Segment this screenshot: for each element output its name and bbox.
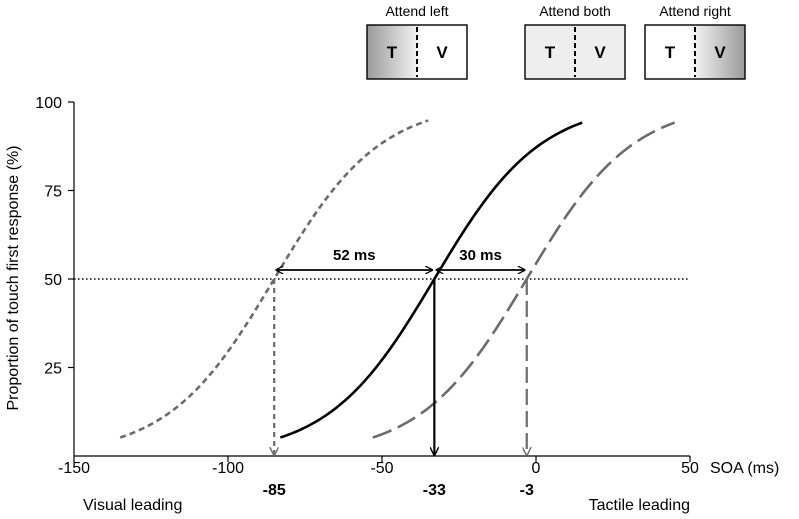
difference-arrows: 52 ms 30 ms [276, 247, 525, 270]
condition-icon-title: Attend left [385, 3, 448, 19]
condition-icon-frame [524, 24, 626, 80]
condition-icon-letter-v: V [714, 43, 726, 62]
curves [119, 119, 676, 439]
pse-label: -33 [423, 482, 446, 499]
curve-attend-left [119, 119, 429, 439]
condition-icon-title: Attend right [659, 3, 731, 19]
condition-icon-letter-v: V [594, 43, 606, 62]
condition-icon-attend-both: Attend both T V [524, 3, 626, 80]
condition-icon-title: Attend both [539, 3, 611, 19]
condition-icon-letter-t: T [665, 43, 676, 62]
x-ticks: -150 -100 -50 0 50 [58, 456, 699, 477]
condition-icon-attend-right: Attend right T V [644, 3, 746, 80]
condition-icon-letter-t: T [387, 43, 398, 62]
y-tick-label: 75 [44, 184, 62, 201]
condition-icon-frame [644, 24, 746, 80]
x-tick-label: -100 [212, 460, 244, 477]
condition-icon-shade [695, 25, 745, 79]
visual-leading-label: Visual leading [83, 497, 182, 514]
y-tick-label: 100 [35, 95, 62, 112]
y-ticks: 25 50 75 100 [35, 95, 74, 378]
pse-label: -3 [520, 482, 534, 499]
condition-icon-attend-left: Attend left T V [366, 3, 468, 80]
difference-label: 52 ms [333, 247, 376, 264]
pse-label: -85 [263, 482, 286, 499]
condition-icon-letter-v: V [436, 43, 448, 62]
y-tick-label: 50 [44, 272, 62, 289]
condition-icon-shade [367, 25, 417, 79]
difference-label: 30 ms [459, 247, 502, 264]
condition-icon-frame [366, 24, 468, 80]
pse-labels: -85 -33 -3 [263, 482, 534, 499]
curve-attend-both [279, 121, 583, 439]
x-tick-label: -150 [58, 460, 90, 477]
x-tick-label: 0 [532, 460, 541, 477]
curve-attend-right [372, 121, 676, 439]
condition-icons: Attend left T V Attend both T V Attend right T V [366, 3, 746, 80]
x-axis-title: SOA (ms) [710, 460, 779, 477]
y-tick-label: 25 [44, 361, 62, 378]
y-axis-title: Proportion of touch first response (%) [5, 145, 22, 410]
x-tick-label: 50 [681, 460, 699, 477]
tactile-leading-label: Tactile leading [589, 497, 690, 514]
x-tick-label: -50 [370, 460, 393, 477]
condition-icon-letter-t: T [545, 43, 556, 62]
pse-drop-lines [274, 279, 527, 455]
